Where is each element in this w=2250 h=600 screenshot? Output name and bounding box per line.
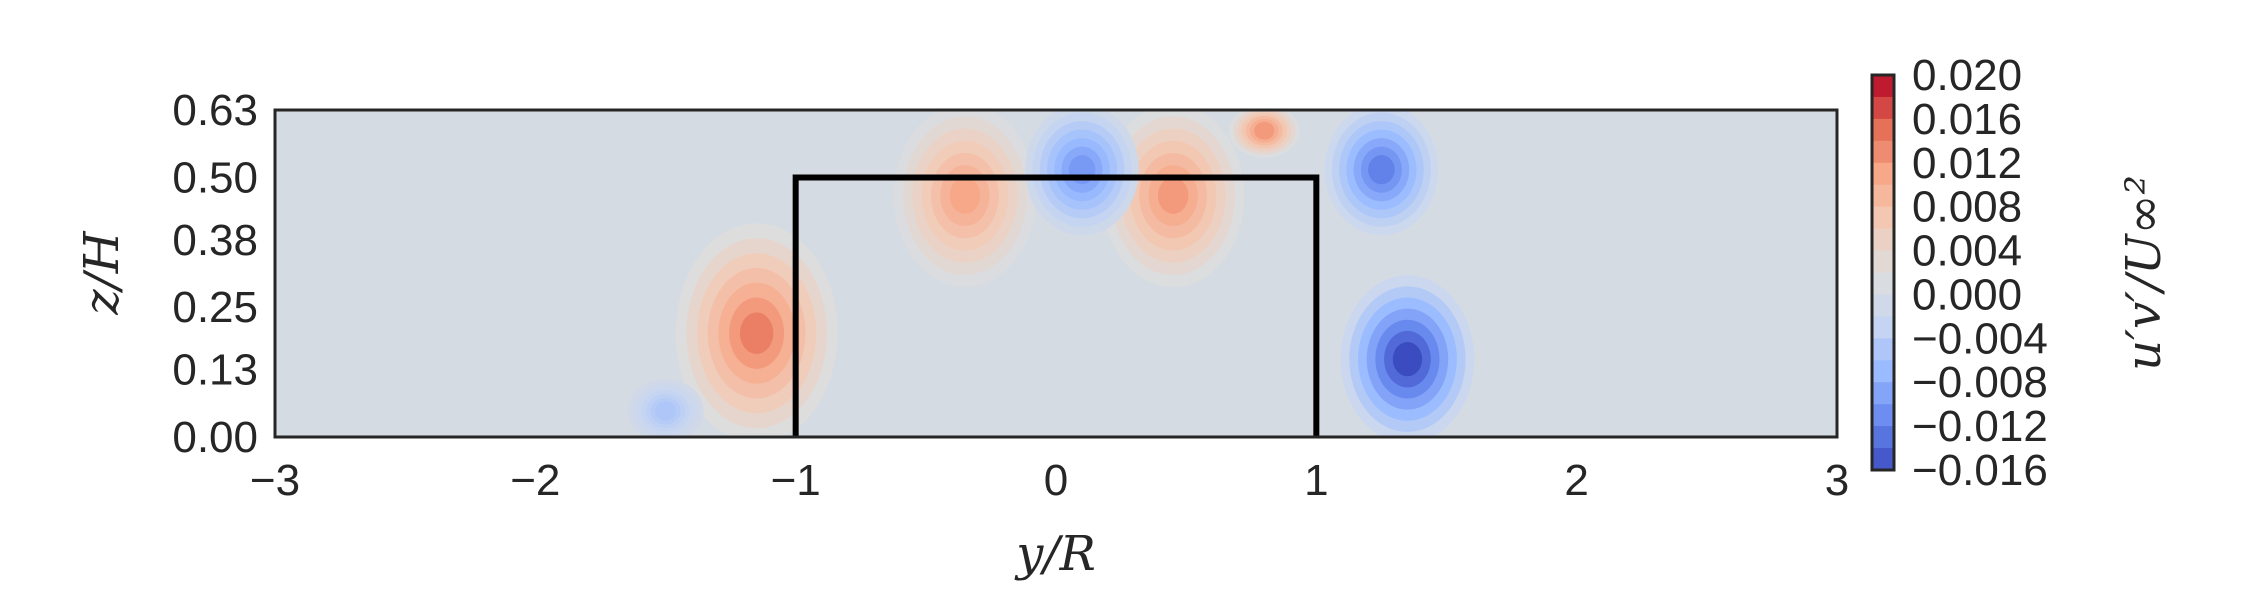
- x-tick-label: 0: [1044, 456, 1068, 505]
- colorbar-segment: [1872, 228, 1894, 252]
- contour-level: [949, 177, 981, 214]
- y-tick-label: 0.25: [172, 283, 258, 332]
- colorbar: [1870, 73, 1896, 472]
- colorbar-tick-label: −0.012: [1912, 402, 2048, 451]
- x-tick-label: −3: [250, 456, 300, 505]
- colorbar-segment: [1872, 316, 1894, 339]
- colorbar-frame: [1870, 73, 1896, 472]
- y-tick-label: 0.63: [172, 86, 258, 135]
- colorbar-segment: [1872, 118, 1894, 142]
- colorbar-segment: [1872, 162, 1894, 186]
- contour-level: [739, 312, 774, 355]
- colorbar-tick-label: 0.020: [1912, 51, 2022, 100]
- colorbar-segment: [1872, 382, 1894, 405]
- colorbar-segment: [1872, 338, 1894, 361]
- colorbar-segment: [1872, 250, 1894, 274]
- contour-level: [1254, 121, 1275, 140]
- x-axis-label: y/R: [1014, 526, 1095, 582]
- y-tick-label: 0.38: [172, 216, 258, 265]
- colorbar-tick-label: −0.008: [1912, 358, 2048, 407]
- colorbar-segment: [1872, 426, 1894, 449]
- x-tick-label: 3: [1825, 456, 1849, 505]
- colorbar-segment: [1872, 96, 1894, 120]
- y-axis-ticks: 0.00 0.13 0.25 0.38 0.50 0.63: [172, 86, 258, 462]
- colorbar-label: u′v′/U∞²: [2116, 175, 2172, 371]
- colorbar-tick-label: 0.012: [1912, 139, 2022, 188]
- colorbar-segment: [1872, 404, 1894, 427]
- colorbar-tick-label: 0.016: [1912, 95, 2022, 144]
- contour-level: [654, 401, 677, 421]
- colorbar-segment: [1872, 75, 1894, 98]
- y-axis-label: z/H: [74, 230, 130, 315]
- colorbar-segment: [1872, 140, 1894, 164]
- contour-field: [627, 110, 1475, 437]
- y-tick-label: 0.00: [172, 413, 258, 462]
- colorbar-tick-label: −0.004: [1912, 314, 2048, 363]
- colorbar-ticks: 0.0200.0160.0120.0080.0040.000−0.004−0.0…: [1912, 51, 2048, 495]
- x-tick-label: 1: [1304, 456, 1328, 505]
- y-tick-label: 0.13: [172, 346, 258, 395]
- colorbar-tick-label: −0.016: [1912, 446, 2048, 495]
- contour-level: [1157, 177, 1189, 214]
- colorbar-segment: [1872, 360, 1894, 383]
- contour-level: [1368, 155, 1395, 185]
- rotor-outline: [792, 174, 1320, 437]
- x-tick-label: −1: [771, 456, 821, 505]
- plot-frame: [273, 108, 1839, 439]
- x-tick-label: 2: [1564, 456, 1588, 505]
- colorbar-segment: [1872, 272, 1894, 296]
- colorbar-tick-label: 0.000: [1912, 270, 2022, 319]
- x-axis-ticks: −3 −2 −1 0 1 2 3: [250, 456, 1849, 505]
- y-tick-label: 0.50: [172, 153, 258, 202]
- x-tick-label: −2: [510, 456, 560, 505]
- colorbar-segment: [1872, 184, 1894, 208]
- colorbar-segment: [1872, 294, 1894, 317]
- colorbar-segment: [1872, 206, 1894, 230]
- colorbar-segment: [1872, 448, 1894, 471]
- colorbar-tick-label: 0.008: [1912, 183, 2022, 232]
- colorbar-tick-label: 0.004: [1912, 227, 2022, 276]
- contour-level: [1392, 342, 1423, 377]
